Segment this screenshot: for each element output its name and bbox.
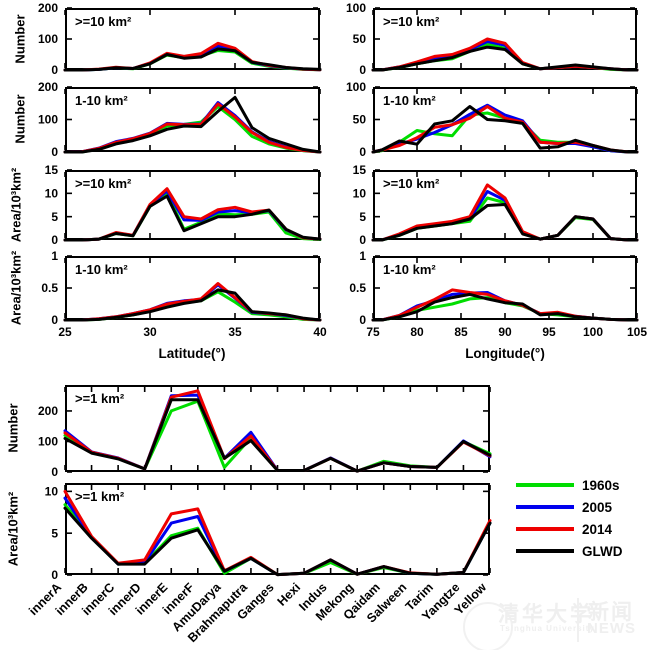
svg-text:1-10 km²: 1-10 km² (75, 262, 128, 277)
legend-label-1960s: 1960s (582, 477, 620, 493)
svg-text:>=1 km²: >=1 km² (75, 391, 125, 406)
svg-text:0: 0 (51, 145, 58, 159)
svg-text:1: 1 (51, 249, 58, 263)
watermark-university-cn: 清华大学 (498, 602, 594, 626)
legend-item-2005: 2005 (516, 496, 623, 518)
y-axis-label-number-1: Number (12, 14, 28, 64)
svg-text:15: 15 (45, 163, 59, 177)
watermark-divider (577, 598, 579, 642)
svg-text:>=10 km²: >=10 km² (75, 176, 132, 191)
svg-text:100: 100 (38, 435, 58, 449)
svg-text:25: 25 (58, 325, 72, 339)
svg-text:5: 5 (359, 210, 366, 224)
legend-line-1960s (516, 483, 574, 487)
svg-text:0.5: 0.5 (41, 281, 58, 295)
svg-text:1-10 km²: 1-10 km² (383, 262, 436, 277)
chart-number-1to10-longitude: 0 50 100 1-10 km² (346, 80, 639, 159)
svg-text:5: 5 (51, 210, 58, 224)
svg-text:200: 200 (38, 404, 58, 418)
svg-text:200: 200 (38, 1, 58, 15)
x-axis-title-latitude: Latitude(°) (158, 346, 226, 361)
svg-text:10: 10 (45, 187, 59, 201)
chart-area-ge10-latitude: 0 5 10 15 >=10 km² (45, 163, 322, 247)
svg-text:100: 100 (38, 32, 58, 46)
svg-text:40: 40 (313, 325, 327, 339)
chart-area-ge10-longitude: 0 5 10 15 >=10 km² (353, 163, 639, 247)
legend-item-glwd: GLWD (516, 540, 623, 562)
svg-text:0: 0 (51, 63, 58, 77)
svg-text:90: 90 (498, 325, 512, 339)
legend-line-glwd (516, 549, 574, 553)
svg-text:1-10 km²: 1-10 km² (383, 93, 436, 108)
svg-text:>=10 km²: >=10 km² (383, 14, 440, 29)
watermark-news-en: NEWS (587, 620, 636, 637)
svg-text:15: 15 (353, 163, 367, 177)
svg-text:30: 30 (143, 325, 157, 339)
y-axis-label-area-basins: Area/10³km² (5, 491, 21, 567)
svg-text:>=10 km²: >=10 km² (383, 176, 440, 191)
svg-text:95: 95 (542, 325, 556, 339)
svg-text:105: 105 (627, 325, 647, 339)
svg-text:>=10 km²: >=10 km² (75, 14, 132, 29)
chart-number-ge10-longitude: 0 50 100 >=10 km² (346, 1, 639, 77)
svg-text:10: 10 (45, 485, 59, 499)
svg-text:0: 0 (359, 233, 366, 247)
legend-line-2005 (516, 505, 574, 509)
chart-area-1to10-longitude: 0 0.5 1 1-10 km² 75 80 85 90 95 100 105 (349, 249, 647, 339)
legend-item-1960s: 1960s (516, 474, 623, 496)
y-axis-label-number-2: Number (12, 94, 28, 144)
svg-text:100: 100 (583, 325, 603, 339)
svg-text:0.5: 0.5 (349, 281, 366, 295)
watermark-university-en: Tsinghua University (500, 624, 595, 633)
svg-text:100: 100 (38, 113, 58, 127)
svg-text:1-10 km²: 1-10 km² (75, 93, 128, 108)
svg-text:5: 5 (51, 526, 58, 540)
chart-number-ge10-latitude: 0 100 200 >=10 km² (38, 1, 322, 77)
svg-text:50: 50 (353, 32, 367, 46)
svg-text:80: 80 (410, 325, 424, 339)
watermark-seal-icon (463, 602, 513, 650)
svg-text:0: 0 (51, 313, 58, 327)
legend-item-2014: 2014 (516, 518, 623, 540)
svg-text:75: 75 (366, 325, 380, 339)
svg-text:100: 100 (346, 1, 366, 15)
legend: 1960s 2005 2014 GLWD (516, 474, 623, 562)
svg-text:0: 0 (51, 465, 58, 479)
legend-label-2014: 2014 (582, 521, 613, 537)
legend-label-glwd: GLWD (582, 543, 623, 559)
svg-text:50: 50 (353, 113, 367, 127)
svg-text:0: 0 (359, 63, 366, 77)
chart-area-1to10-latitude: 0 0.5 1 1-10 km² 25 30 35 40 (41, 249, 327, 339)
x-axis-title-longitude: Longitude(°) (465, 346, 545, 361)
watermark-news-cn: 新闻 (588, 601, 634, 624)
svg-text:85: 85 (454, 325, 468, 339)
svg-text:0: 0 (51, 568, 58, 582)
y-axis-label-number-basins: Number (5, 403, 21, 453)
svg-text:0: 0 (51, 233, 58, 247)
legend-line-2014 (516, 527, 574, 531)
y-axis-label-area-2: Area/10³km² (8, 250, 24, 326)
svg-text:0: 0 (359, 313, 366, 327)
svg-text:>=1 km²: >=1 km² (75, 489, 125, 504)
svg-text:10: 10 (353, 187, 367, 201)
svg-text:0: 0 (359, 145, 366, 159)
legend-label-2005: 2005 (582, 499, 613, 515)
chart-number-ge1-basins: 0 100 200 >=1 km² (38, 385, 492, 479)
svg-text:35: 35 (228, 325, 242, 339)
chart-number-1to10-latitude: 0 100 200 1-10 km² (38, 80, 322, 159)
svg-text:200: 200 (38, 80, 58, 94)
svg-text:100: 100 (346, 80, 366, 94)
svg-text:1: 1 (359, 249, 366, 263)
y-axis-label-area-1: Area/10³km² (8, 167, 24, 243)
